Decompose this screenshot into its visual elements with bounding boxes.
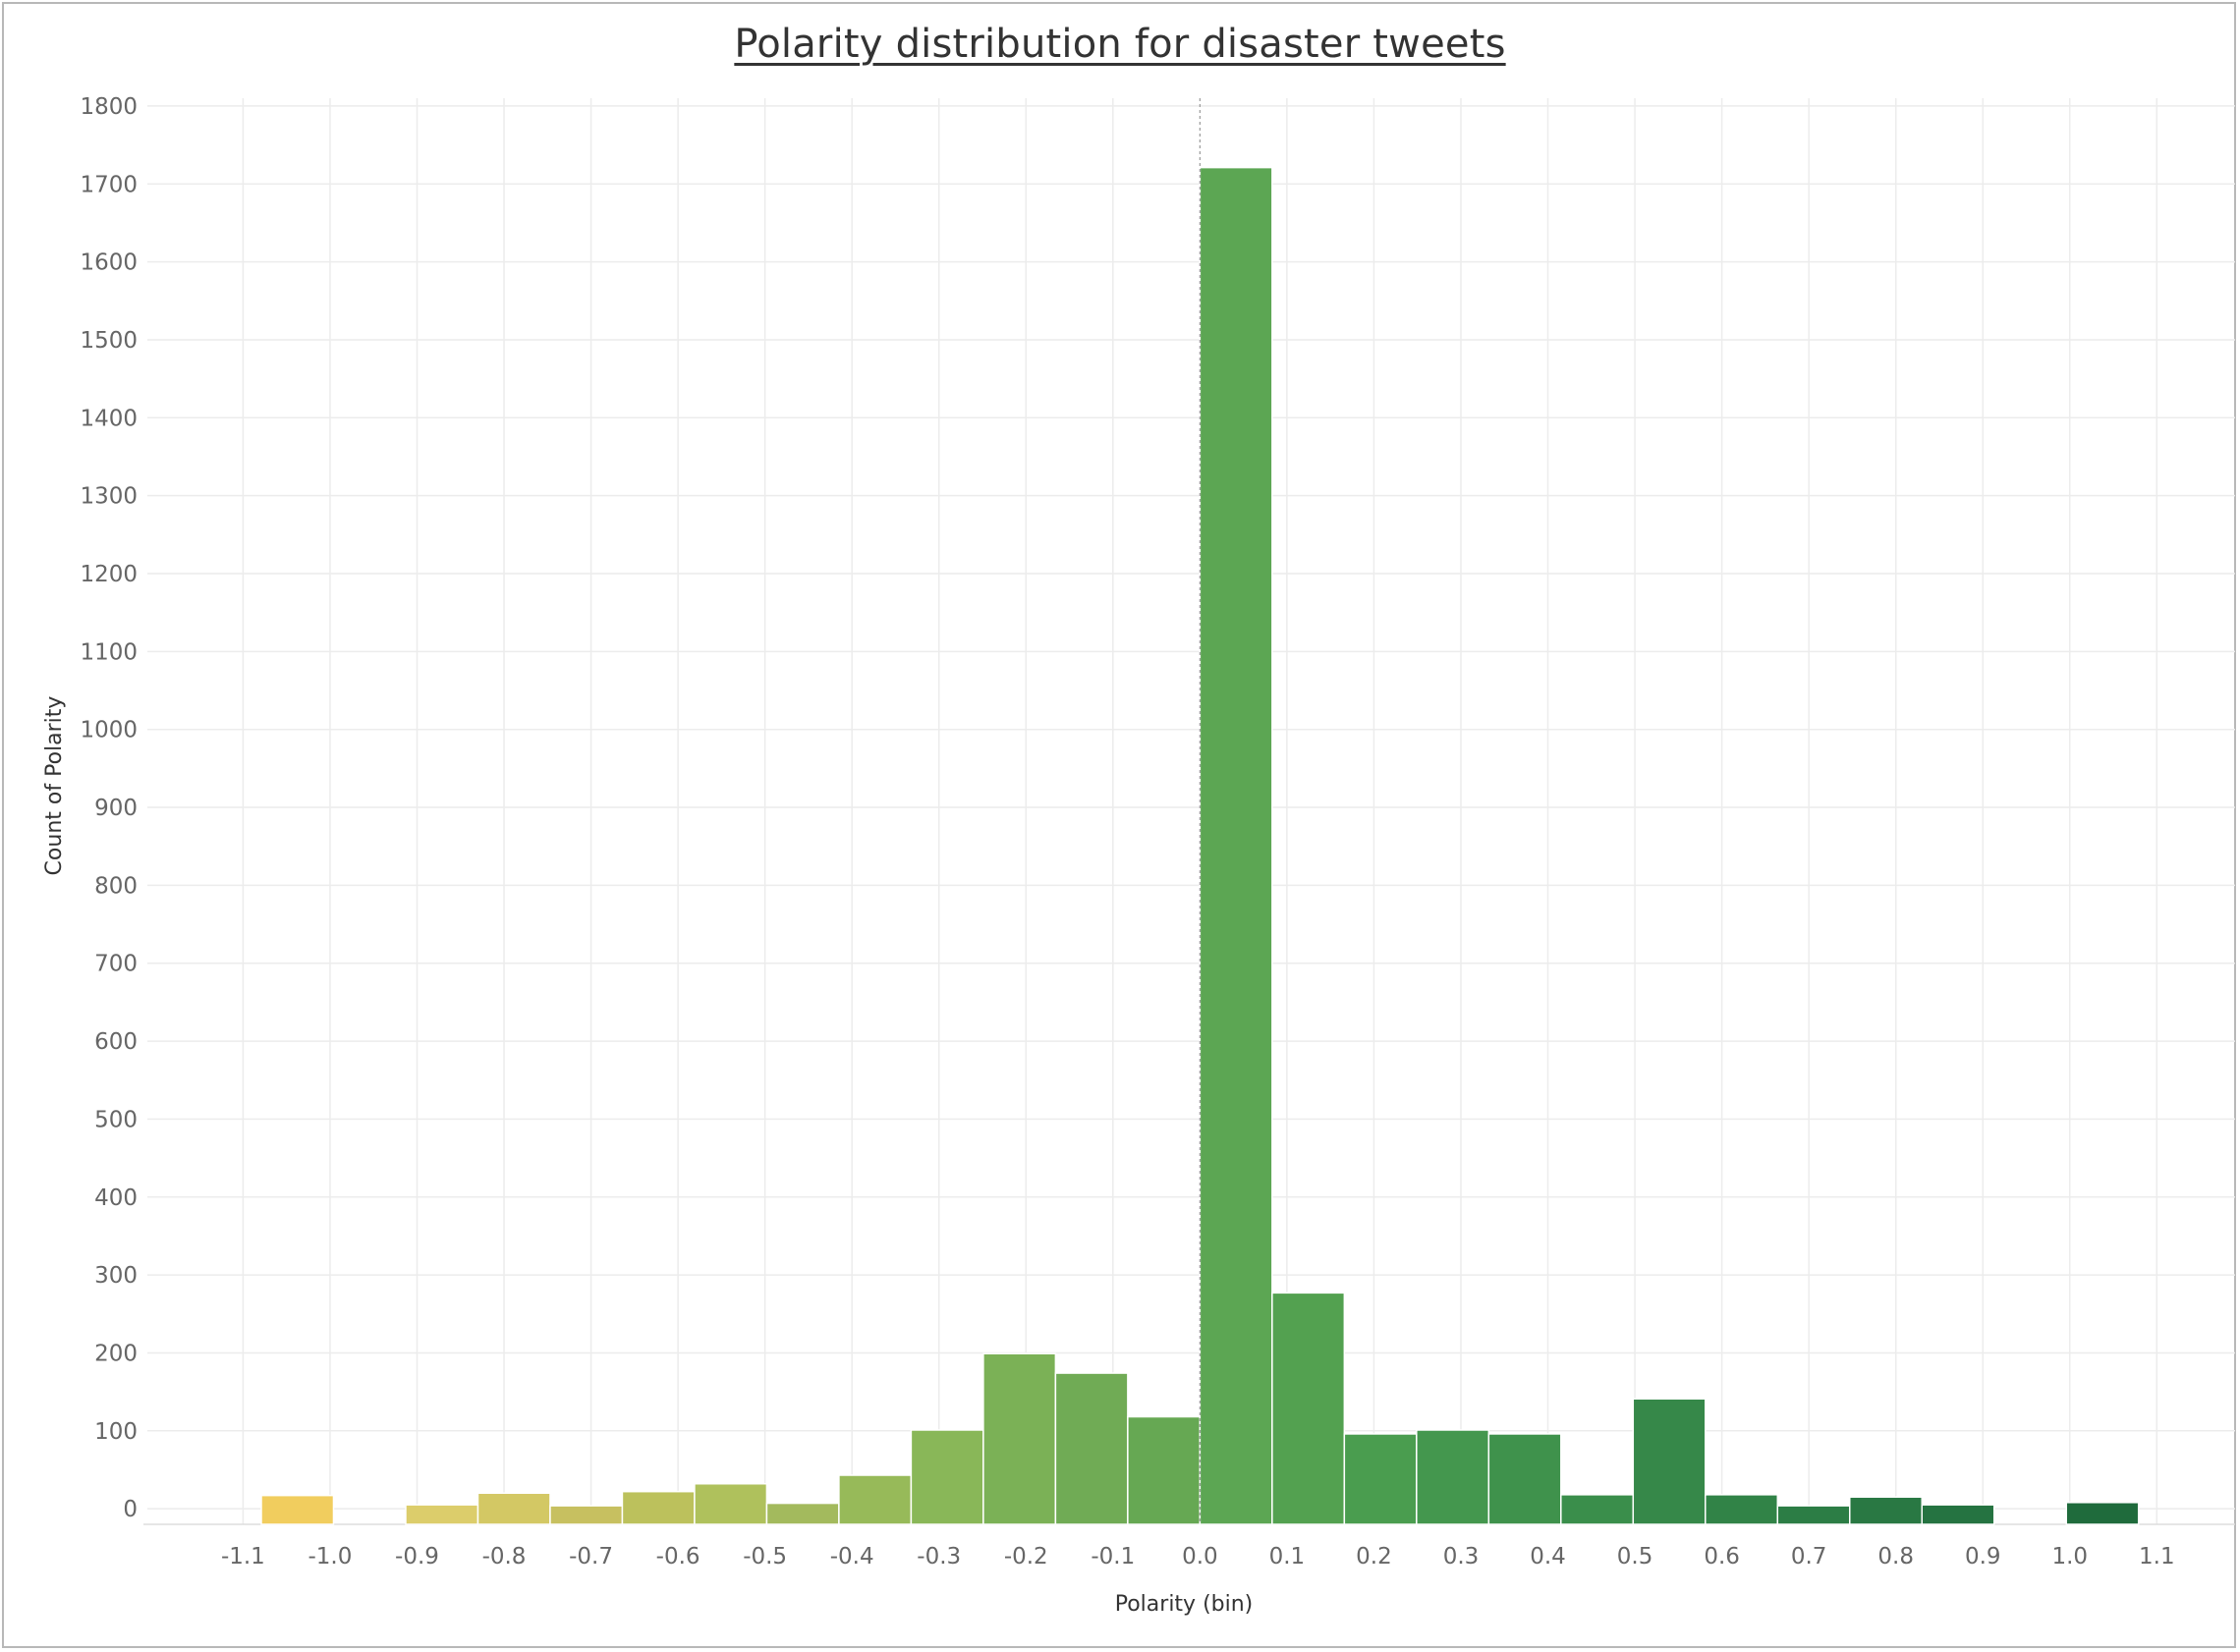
x-tick-label: -0.7 xyxy=(569,1544,613,1569)
histogram-bar xyxy=(838,1474,913,1525)
histogram-bar xyxy=(476,1492,551,1525)
x-tick-label: -0.2 xyxy=(1004,1544,1048,1569)
y-tick-label: 1300 xyxy=(80,484,138,510)
x-tick-label: -0.6 xyxy=(656,1544,700,1569)
y-axis-ticks: 0 100 200 300 400 500 600 700 800 900 1000 1100 1200… xyxy=(80,94,138,1522)
histogram-bar xyxy=(1199,166,1273,1525)
histogram-bar xyxy=(694,1482,768,1525)
histogram-bar xyxy=(1416,1429,1490,1525)
y-tick-label: 400 xyxy=(94,1185,138,1211)
chart-title: Polarity distribution for disaster tweet… xyxy=(734,22,1506,67)
y-tick-label: 1400 xyxy=(80,406,138,431)
y-tick-label: 1000 xyxy=(80,718,138,743)
x-tick-label: -0.4 xyxy=(830,1544,874,1569)
y-tick-label: 300 xyxy=(94,1263,138,1289)
x-axis-ticks: -1.1 -1.0 -0.9 -0.8 -0.7 -0.6 -0.5 -0.4 -0.3 -0.2… xyxy=(221,1544,2175,1569)
x-tick-label: 0.9 xyxy=(1965,1544,2001,1569)
histogram-bar xyxy=(1921,1504,1995,1525)
x-tick-label: 0.3 xyxy=(1443,1544,1480,1569)
x-tick-label: -1.1 xyxy=(221,1544,265,1569)
y-tick-label: 600 xyxy=(94,1029,138,1055)
x-axis-title: Polarity (bin) xyxy=(1115,1592,1254,1617)
histogram-bar xyxy=(910,1429,984,1525)
x-tick-label: 1.1 xyxy=(2139,1544,2175,1569)
x-tick-label: -1.0 xyxy=(308,1544,352,1569)
histogram-bar xyxy=(982,1352,1057,1525)
histogram-bar xyxy=(1560,1494,1635,1525)
x-tick-label: 0.1 xyxy=(1269,1544,1306,1569)
y-tick-label: 1700 xyxy=(80,172,138,197)
gridlines xyxy=(143,98,2235,1525)
bars xyxy=(260,98,2140,1525)
histogram-bar xyxy=(765,1502,840,1525)
y-tick-label: 0 xyxy=(123,1497,138,1522)
y-tick-label: 100 xyxy=(94,1419,138,1445)
y-tick-label: 1100 xyxy=(80,639,138,665)
histogram-bar xyxy=(1776,1505,1851,1525)
y-tick-label: 800 xyxy=(94,873,138,899)
x-tick-label: -0.5 xyxy=(743,1544,787,1569)
x-tick-label: 0.5 xyxy=(1617,1544,1653,1569)
histogram-bar xyxy=(1343,1433,1418,1525)
y-tick-label: 1800 xyxy=(80,94,138,120)
histogram-bar xyxy=(621,1490,696,1525)
histogram-bar xyxy=(1271,1292,1346,1525)
histogram-bar xyxy=(405,1504,479,1525)
y-tick-label: 500 xyxy=(94,1107,138,1132)
x-tick-label: 0.6 xyxy=(1704,1544,1740,1569)
y-tick-label: 1600 xyxy=(80,250,138,276)
x-tick-label: 0.8 xyxy=(1877,1544,1914,1569)
histogram-bar xyxy=(2065,1502,2140,1525)
histogram-bar xyxy=(1632,1398,1707,1525)
histogram-bar xyxy=(1127,1415,1202,1525)
y-tick-label: 1200 xyxy=(80,562,138,587)
y-axis-title: Count of Polarity xyxy=(42,696,67,876)
y-tick-label: 1500 xyxy=(80,328,138,354)
x-tick-label: 0.2 xyxy=(1356,1544,1392,1569)
x-tick-label: 1.0 xyxy=(2051,1544,2088,1569)
x-tick-label: -0.1 xyxy=(1091,1544,1135,1569)
histogram-bar xyxy=(1487,1433,1562,1525)
x-tick-label: 0.4 xyxy=(1530,1544,1566,1569)
histogram-bar xyxy=(1705,1494,1779,1525)
histogram-bar xyxy=(260,1494,335,1525)
histogram-bar xyxy=(549,1505,624,1525)
y-tick-label: 700 xyxy=(94,952,138,977)
x-tick-label: -0.8 xyxy=(482,1544,527,1569)
x-tick-label: 0.0 xyxy=(1182,1544,1218,1569)
histogram-bar xyxy=(1054,1372,1129,1525)
y-tick-label: 200 xyxy=(94,1341,138,1366)
x-tick-label: -0.3 xyxy=(917,1544,961,1569)
y-tick-label: 900 xyxy=(94,796,138,821)
histogram-bar xyxy=(1849,1496,1923,1525)
x-tick-label: -0.9 xyxy=(395,1544,439,1569)
x-tick-label: 0.7 xyxy=(1791,1544,1827,1569)
